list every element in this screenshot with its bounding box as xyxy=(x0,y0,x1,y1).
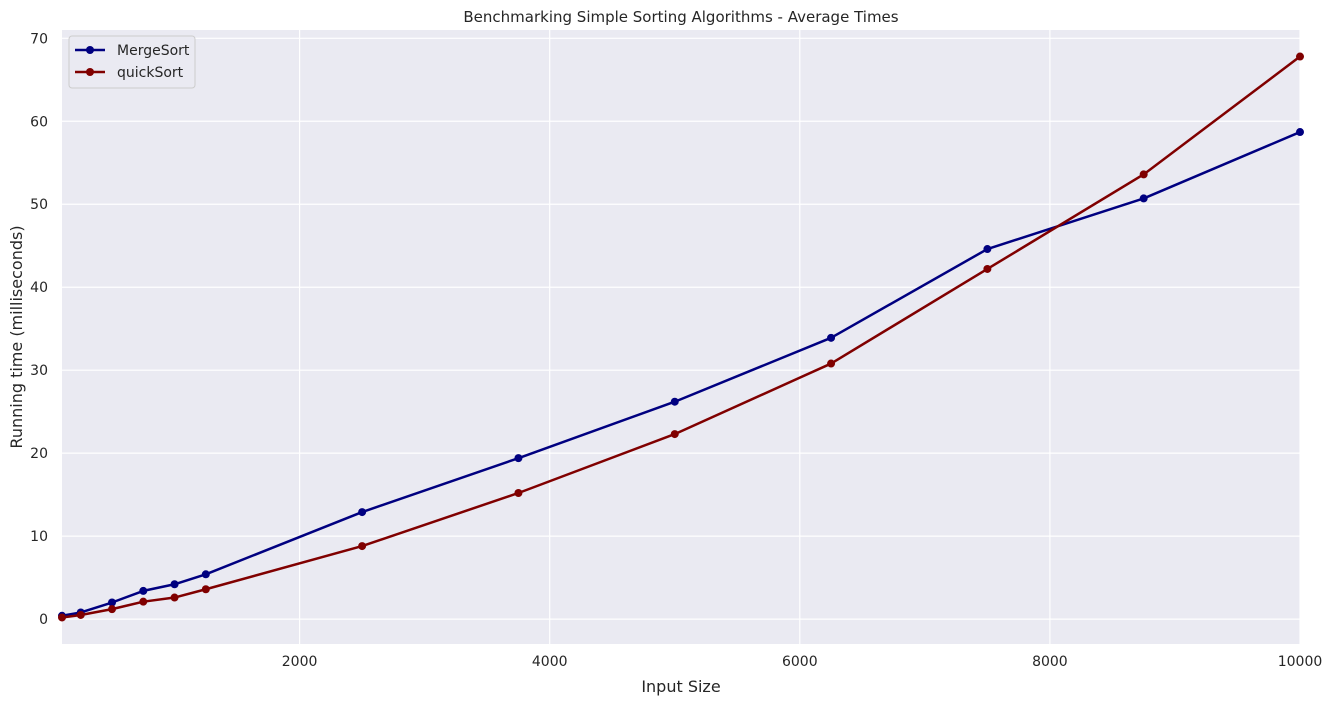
y-tick-label-70: 70 xyxy=(30,31,48,47)
data-point-quicksort-1250 xyxy=(201,585,210,594)
data-point-quicksort-100 xyxy=(58,613,66,622)
data-point-mergesort-2500 xyxy=(358,508,367,517)
x-axis-label: Input Size xyxy=(641,677,720,696)
data-point-quicksort-7500 xyxy=(983,264,992,273)
data-point-quicksort-1000 xyxy=(170,593,179,602)
data-point-mergesort-500 xyxy=(108,598,117,607)
data-point-mergesort-8750 xyxy=(1139,194,1148,203)
data-point-mergesort-7500 xyxy=(983,245,992,254)
y-tick-label-30: 30 xyxy=(30,363,48,379)
data-point-quicksort-5000 xyxy=(670,430,679,439)
legend: MergeSort quickSort xyxy=(68,35,196,89)
x-tick-label-10000: 10000 xyxy=(1278,654,1323,670)
data-point-quicksort-6250 xyxy=(827,359,836,368)
legend-marker-mergesort xyxy=(86,46,94,54)
data-point-mergesort-6250 xyxy=(827,333,836,342)
y-tick-label-60: 60 xyxy=(30,114,48,130)
data-point-quicksort-3750 xyxy=(514,488,523,497)
data-point-quicksort-2500 xyxy=(358,542,367,551)
data-point-quicksort-10000 xyxy=(1296,52,1304,61)
y-tick-label-20: 20 xyxy=(30,446,48,462)
data-point-quicksort-250 xyxy=(76,610,85,619)
data-point-mergesort-1000 xyxy=(170,580,179,589)
data-point-mergesort-1250 xyxy=(201,570,210,579)
y-tick-labels: 0 10 20 30 40 50 60 70 xyxy=(30,31,48,628)
data-point-mergesort-5000 xyxy=(670,397,679,406)
x-tick-labels: 2000 4000 6000 8000 10000 xyxy=(282,654,1322,670)
data-point-quicksort-500 xyxy=(108,605,117,614)
chart-title: Benchmarking Simple Sorting Algorithms -… xyxy=(463,8,898,26)
data-point-mergesort-3750 xyxy=(514,454,523,463)
y-tick-label-10: 10 xyxy=(30,529,48,545)
grid-lines xyxy=(62,30,1301,644)
x-tick-label-4000: 4000 xyxy=(532,654,568,670)
legend-label-mergesort: MergeSort xyxy=(117,43,190,59)
y-tick-label-0: 0 xyxy=(39,612,48,628)
y-tick-label-50: 50 xyxy=(30,197,48,213)
legend-marker-quicksort xyxy=(86,68,94,76)
data-point-mergesort-750 xyxy=(139,586,148,595)
y-axis-label: Running time (milliseconds) xyxy=(7,225,26,448)
x-tick-label-6000: 6000 xyxy=(782,654,818,670)
data-point-quicksort-750 xyxy=(139,597,148,606)
data-point-quicksort-8750 xyxy=(1139,170,1148,179)
data-point-mergesort-10000 xyxy=(1296,128,1304,137)
y-tick-label-40: 40 xyxy=(30,280,48,296)
legend-label-quicksort: quickSort xyxy=(117,65,184,81)
x-tick-label-8000: 8000 xyxy=(1032,654,1068,670)
x-tick-label-2000: 2000 xyxy=(282,654,318,670)
series-points xyxy=(58,52,1304,622)
plot-background xyxy=(62,30,1300,644)
